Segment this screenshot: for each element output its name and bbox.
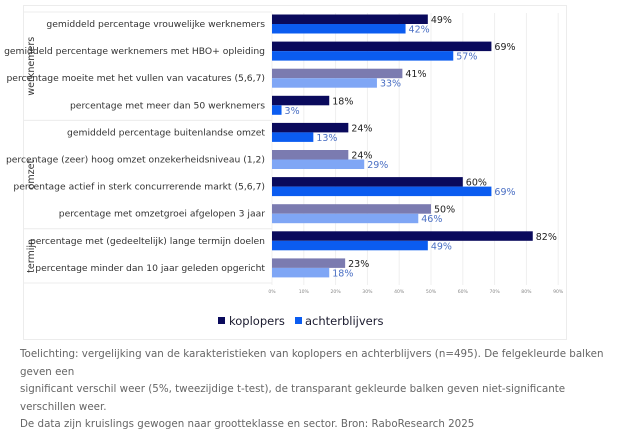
value-label-koplopers: 69% — [494, 42, 515, 53]
value-label-achterblijvers: 33% — [380, 79, 401, 90]
value-label-achterblijvers: 42% — [409, 25, 430, 36]
bar-achterblijvers — [272, 186, 492, 197]
category-label: percentage moeite met het vullen van vac… — [6, 73, 265, 84]
bar-achterblijvers — [272, 24, 406, 34]
caption-line: significant verschil weer (5%, tweezijdi… — [20, 383, 566, 413]
value-label-achterblijvers: 3% — [285, 106, 300, 117]
bar-koplopers — [272, 122, 349, 133]
legend-swatch-koplopers — [218, 317, 225, 324]
bar-achterblijvers — [272, 78, 377, 88]
category-label: percentage actief in sterk concurrerende… — [13, 182, 265, 193]
value-label-achterblijvers: 18% — [332, 268, 353, 279]
x-tick-label: 20% — [330, 289, 341, 295]
bar-achterblijvers — [272, 159, 365, 169]
group-label-werknemers: werknemers — [26, 37, 37, 96]
category-label: percentage met omzetgroei afgelopen 3 ja… — [59, 209, 265, 220]
category-label: percentage met (gedeeltelijk) lange term… — [30, 236, 265, 247]
chart-caption: Toelichting: vergelijking van de karakte… — [20, 346, 610, 434]
caption-line: De data zijn kruislings gewogen naar gro… — [20, 418, 475, 431]
bar-koplopers — [272, 177, 463, 187]
bar-achterblijvers — [272, 132, 314, 142]
value-label-achterblijvers: 29% — [367, 160, 388, 171]
bar-koplopers — [272, 258, 346, 268]
x-tick-label: 70% — [489, 289, 500, 295]
bar-achterblijvers — [272, 213, 419, 224]
value-label-koplopers: 82% — [536, 232, 557, 243]
bar-achterblijvers — [272, 105, 282, 115]
value-label-koplopers: 24% — [351, 123, 372, 134]
x-tick-label: 80% — [521, 289, 532, 295]
bar-koplopers — [272, 41, 492, 52]
x-tick-label: 30% — [362, 289, 373, 295]
x-tick-label: 60% — [458, 289, 469, 295]
bar-achterblijvers — [272, 240, 428, 251]
value-label-koplopers: 50% — [434, 205, 455, 216]
category-label: gemiddeld percentage buitenlandse omzet — [67, 127, 265, 138]
x-tick-label: 90% — [553, 289, 564, 295]
group-label-termijn: termijn — [26, 239, 37, 273]
value-label-achterblijvers: 46% — [421, 214, 442, 225]
bar-koplopers — [272, 14, 428, 24]
value-label-koplopers: 24% — [351, 151, 372, 162]
group-labels: werknemers omzet termijn — [26, 37, 37, 273]
legend-label-achterblijvers[interactable]: achterblijvers — [305, 314, 383, 328]
category-label: percentage met meer dan 50 werknemers — [70, 100, 265, 111]
legend-label-koplopers[interactable]: koplopers — [229, 314, 285, 328]
value-label-achterblijvers: 49% — [431, 241, 452, 252]
category-label: percentage (zeer) hoog omzet onzekerheid… — [6, 155, 265, 166]
value-label-achterblijvers: 13% — [316, 133, 337, 144]
bar-achterblijvers — [272, 267, 330, 278]
value-label-achterblijvers: 57% — [456, 52, 477, 63]
bar-koplopers — [272, 231, 533, 241]
bar-achterblijvers — [272, 51, 454, 61]
x-axis-ticks: 0% 10% 20% 30% 40% 50% 60% 70% 80% 90% — [268, 289, 564, 295]
x-tick-label: 10% — [299, 289, 310, 295]
bars — [272, 14, 533, 278]
bar-koplopers — [272, 204, 431, 214]
value-label-koplopers: 60% — [466, 178, 487, 189]
caption-line: Toelichting: vergelijking van de karakte… — [20, 348, 604, 378]
x-tick-label: 0% — [268, 289, 276, 295]
x-tick-label: 50% — [426, 289, 437, 295]
value-label-koplopers: 18% — [332, 96, 353, 107]
chart-card — [23, 5, 567, 340]
value-label-koplopers: 23% — [348, 259, 369, 270]
category-labels: gemiddeld percentage vrouwelijke werknem… — [4, 19, 265, 274]
value-label-achterblijvers: 69% — [494, 187, 515, 198]
category-label: gemiddeld percentage vrouwelijke werknem… — [46, 19, 265, 30]
x-tick-label: 40% — [394, 289, 405, 295]
bar-koplopers — [272, 150, 349, 160]
bar-koplopers — [272, 95, 330, 106]
value-label-koplopers: 41% — [405, 69, 426, 80]
legend-swatch-achterblijvers — [295, 317, 302, 324]
bar-koplopers — [272, 68, 403, 79]
bar-chart: werknemers omzet termijn gemiddeld percent… — [4, 11, 564, 328]
legend: koplopers achterblijvers — [218, 314, 383, 328]
category-label: gemiddeld percentage werknemers met HBO+… — [4, 46, 265, 57]
category-label: percentage minder dan 10 jaar geleden op… — [35, 263, 265, 274]
value-labels: 49%42%69%57%41%33%18%3%24%13%24%29%60%69… — [285, 15, 557, 279]
value-label-koplopers: 49% — [431, 15, 452, 26]
group-label-omzet: omzet — [26, 160, 37, 190]
